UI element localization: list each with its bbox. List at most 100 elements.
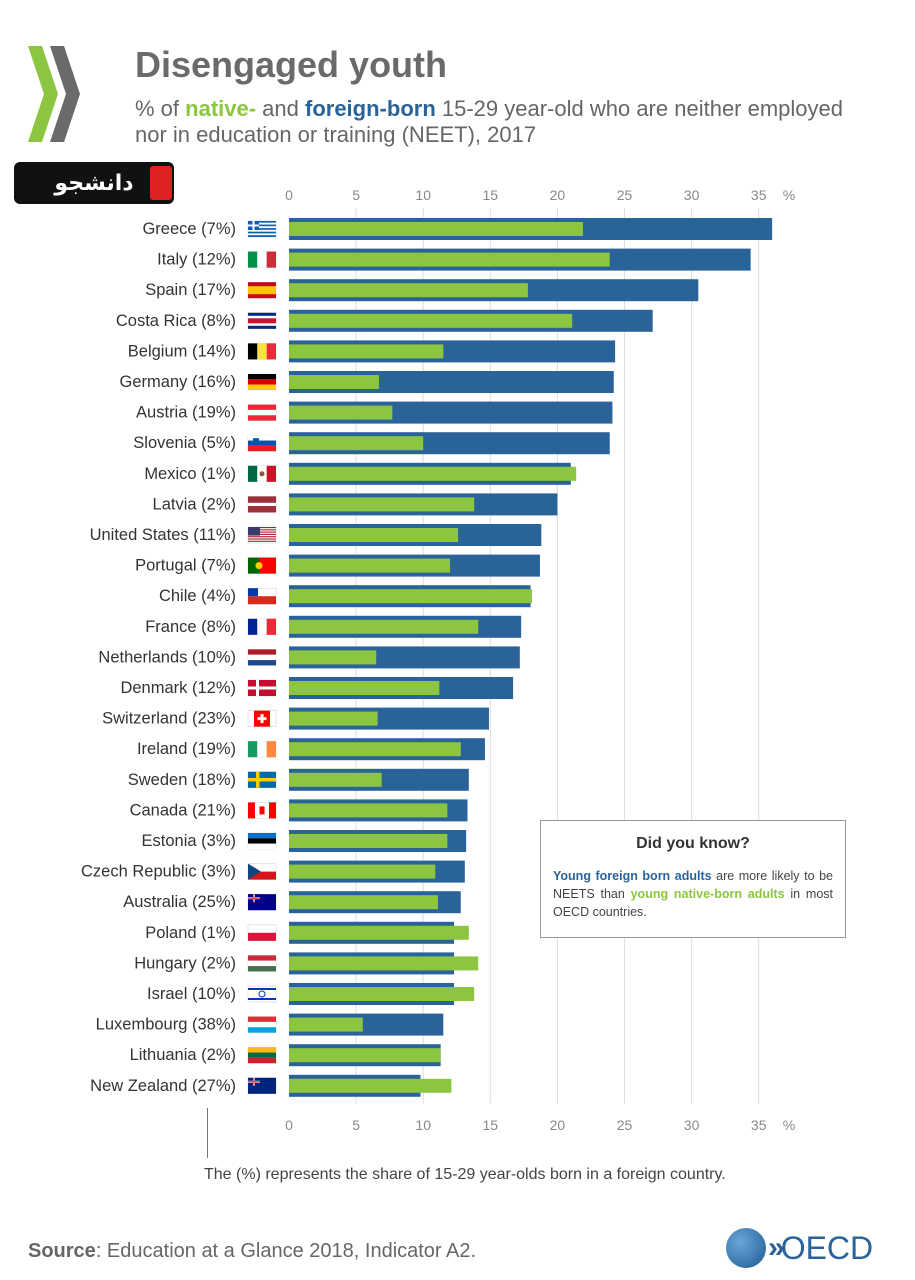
flag-part: [248, 536, 276, 538]
watermark-stamp: دانشجو: [14, 162, 174, 204]
category-label: Slovenia (5%): [133, 434, 236, 452]
bar-native-born: [289, 558, 451, 573]
x-tick-label-bottom: 5: [352, 1117, 360, 1133]
flag-part: [257, 343, 267, 360]
flag-part: [248, 527, 260, 536]
bar-native-born: [289, 466, 577, 481]
x-tick-label-bottom: 20: [550, 1117, 566, 1133]
flag-part: [257, 618, 267, 635]
bar-native-born: [289, 1048, 441, 1063]
oecd-logo: » OECD: [726, 1228, 873, 1268]
bar-native-born: [289, 375, 379, 389]
flag-part: [248, 833, 276, 839]
bar-native-born: [289, 619, 479, 634]
source-text: : Education at a Glance 2018, Indicator …: [95, 1240, 477, 1262]
category-label: Hungary (2%): [134, 954, 236, 972]
category-label: Czech Republic (3%): [81, 863, 236, 881]
flag-part: [248, 871, 276, 880]
flag-part: [259, 557, 276, 574]
category-label: Mexico (1%): [144, 465, 236, 483]
source-label: Source: [28, 1240, 96, 1262]
flag-part: [258, 990, 266, 998]
flag-part: [248, 649, 276, 655]
flag-part: [248, 229, 276, 232]
x-tick-label-bottom: 25: [617, 1117, 633, 1133]
flag-part: [248, 1057, 276, 1064]
oecd-chevrons-logo-icon: [28, 46, 80, 142]
x-tick-label-bottom: 35: [751, 1117, 767, 1133]
flag-part: [248, 863, 261, 880]
bar-native-born: [289, 772, 382, 787]
subtitle-native: native-: [185, 96, 257, 121]
category-label: Costa Rica (8%): [116, 312, 236, 330]
flag-part: [248, 778, 276, 782]
flag-part: [248, 527, 276, 529]
footnote-divider: [207, 1108, 208, 1158]
category-label: Canada (21%): [130, 801, 236, 819]
bar-native-born: [289, 864, 436, 879]
flag-part: [259, 806, 265, 815]
chart-subtitle: % of native- and foreign-born 15-29 year…: [135, 96, 855, 148]
flag-part: [266, 741, 276, 758]
category-label: Luxembourg (38%): [96, 1016, 236, 1034]
flag-part: [248, 838, 276, 844]
bar-native-born: [289, 681, 440, 695]
flag-part: [248, 343, 258, 360]
bar-native-born: [289, 283, 528, 298]
flag-part: [248, 409, 276, 416]
flag-part: [248, 379, 276, 385]
flag-part: [248, 654, 276, 661]
flag-part: [248, 384, 276, 390]
flag-part: [257, 251, 267, 268]
flag-part: [248, 440, 276, 446]
category-label: Estonia (3%): [142, 832, 236, 850]
category-label: Ireland (19%): [137, 740, 236, 758]
x-unit-label-bottom: %: [783, 1117, 795, 1133]
x-tick-label-bottom: 10: [415, 1117, 431, 1133]
category-label: Austria (19%): [136, 404, 236, 422]
flag-part: [248, 404, 276, 410]
flag-part: [248, 1077, 276, 1094]
flag-part: [248, 415, 276, 421]
bar-native-born: [289, 925, 469, 940]
x-tick-label-top: 35: [751, 187, 767, 203]
category-label: Greece (7%): [142, 220, 236, 238]
flag-part: [248, 1027, 276, 1033]
bar-native-born: [289, 803, 448, 818]
flag-part: [266, 251, 276, 268]
flag-part: [248, 226, 276, 229]
flag-part: [255, 562, 263, 570]
x-tick-label-top: 0: [285, 187, 293, 203]
subtitle-foreign: foreign-born: [305, 96, 436, 121]
flag-part: [266, 465, 276, 482]
x-tick-label-top: 10: [415, 187, 431, 203]
bar-native-born: [289, 834, 448, 848]
flag-part: [248, 228, 276, 230]
flag-part: [248, 960, 276, 967]
bar-native-born: [289, 1078, 452, 1093]
category-label: Portugal (7%): [135, 557, 236, 575]
callout-body: Young foreign born adults are more likel…: [553, 867, 833, 921]
flag-part: [248, 802, 255, 819]
flag-part: [248, 222, 276, 225]
bar-native-born: [289, 956, 479, 971]
source-line: Source: Education at a Glance 2018, Indi…: [28, 1240, 476, 1263]
callout-end-text: in most OECD countries.: [553, 887, 833, 919]
category-label: Switzerland (23%): [102, 710, 236, 728]
flag-part: [248, 618, 258, 635]
x-tick-label-top: 30: [684, 187, 700, 203]
category-label: Australia (25%): [123, 893, 236, 911]
category-label: Sweden (18%): [128, 771, 236, 789]
callout-mid-text: are more likely to be NEETS than: [553, 869, 833, 901]
category-label: Spain (17%): [145, 281, 236, 299]
x-tick-label-top: 15: [483, 187, 499, 203]
watermark-red-tag-icon: [150, 166, 172, 200]
flag-part: [253, 438, 259, 446]
chart-title: Disengaged youth: [135, 44, 448, 85]
flag-part: [248, 988, 276, 990]
flag-part: [248, 465, 258, 482]
flag-part: [248, 224, 259, 227]
flag-part: [248, 1052, 276, 1058]
flag-part: [248, 318, 276, 324]
flag-part: [248, 557, 259, 574]
